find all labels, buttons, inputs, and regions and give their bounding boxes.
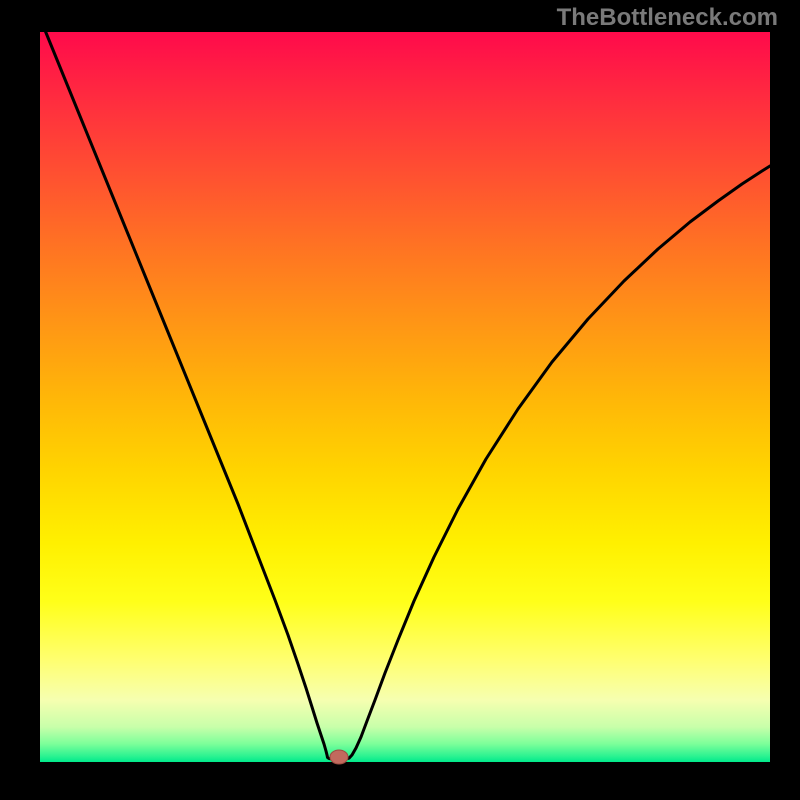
plot-background bbox=[40, 32, 770, 762]
optimum-marker bbox=[330, 750, 348, 764]
chart-container: TheBottleneck.com bbox=[0, 0, 800, 800]
chart-svg bbox=[0, 0, 800, 800]
watermark-text: TheBottleneck.com bbox=[557, 4, 778, 32]
